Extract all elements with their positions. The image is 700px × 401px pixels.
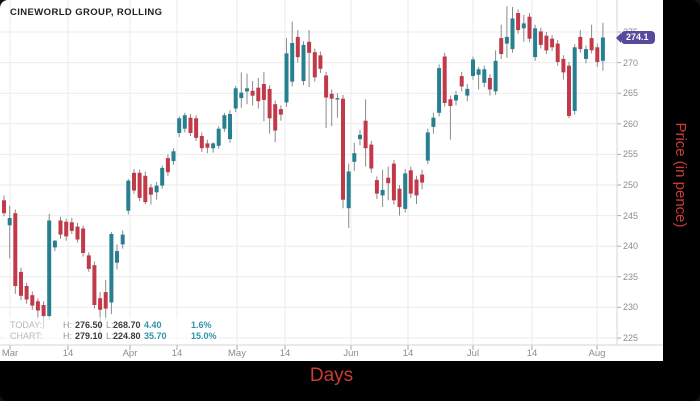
x-axis-tick-label: 14 bbox=[171, 348, 183, 359]
x-axis-tick-label: 14 bbox=[526, 348, 538, 359]
y-axis-tick-label: 225 bbox=[623, 333, 639, 343]
chart-low-value: 224.80 bbox=[113, 331, 141, 341]
x-axis-tick-label: Mar bbox=[1, 348, 19, 359]
y-axis-tick-label: 270 bbox=[623, 57, 639, 68]
chart-panel: CINEWORLD GROUP, ROLLING TODAY: H: 276.5… bbox=[0, 0, 663, 361]
chart-change-value: 35.70 bbox=[144, 331, 167, 341]
x-axis-tick-label: 14 bbox=[62, 348, 74, 359]
stats-background bbox=[3, 317, 219, 344]
chart-label: CHART: bbox=[10, 331, 43, 341]
x-axis-tick-label: Apr bbox=[122, 348, 138, 359]
last-price-badge: 274.1 bbox=[621, 31, 655, 44]
candlestick-chart[interactable] bbox=[0, 0, 663, 361]
chart-change-percent: 15.0% bbox=[191, 331, 217, 341]
today-change-percent: 1.6% bbox=[191, 319, 212, 330]
today-low-value: 268.70 bbox=[113, 319, 141, 330]
x-axis-tick-label: Jun bbox=[343, 348, 359, 359]
today-change-value: 4.40 bbox=[144, 319, 162, 330]
stats-row-chart: CHART: H: 279.10 L: 224.80 35.70 15.0% bbox=[0, 331, 240, 342]
y-axis-tick-label: 240 bbox=[623, 241, 639, 252]
y-axis-tick-label: 235 bbox=[623, 271, 639, 282]
x-axis-tick-label: Jul bbox=[466, 348, 480, 359]
today-low-label: L: bbox=[106, 319, 114, 330]
y-axis-tick-label: 255 bbox=[623, 149, 639, 160]
x-axis-title: Days bbox=[309, 365, 354, 386]
today-label: TODAY: bbox=[10, 319, 43, 330]
x-axis-tick-label: May bbox=[228, 348, 246, 359]
y-axis-tick-label: 250 bbox=[623, 180, 639, 190]
chart-high-value: 279.10 bbox=[75, 331, 103, 341]
chart-title: CINEWORLD GROUP, ROLLING bbox=[10, 7, 163, 18]
today-high-value: 276.50 bbox=[75, 319, 103, 330]
today-high-label: H: bbox=[63, 319, 72, 330]
y-axis-title: Price (in pence) bbox=[672, 122, 689, 228]
y-axis-tick-label: 245 bbox=[623, 210, 639, 221]
x-axis-tick-label: 14 bbox=[402, 348, 414, 359]
x-axis-tick-label: 14 bbox=[279, 348, 291, 359]
y-axis-tick-label: 265 bbox=[623, 88, 639, 99]
y-axis-tick-label: 260 bbox=[623, 118, 639, 129]
chart-low-label: L: bbox=[106, 331, 114, 341]
stats-row-today: TODAY: H: 276.50 L: 268.70 4.40 1.6% bbox=[0, 320, 240, 331]
x-axis-tick-label: Aug bbox=[588, 348, 606, 359]
y-axis-tick-label: 230 bbox=[623, 302, 639, 313]
chart-high-label: H: bbox=[63, 331, 72, 341]
